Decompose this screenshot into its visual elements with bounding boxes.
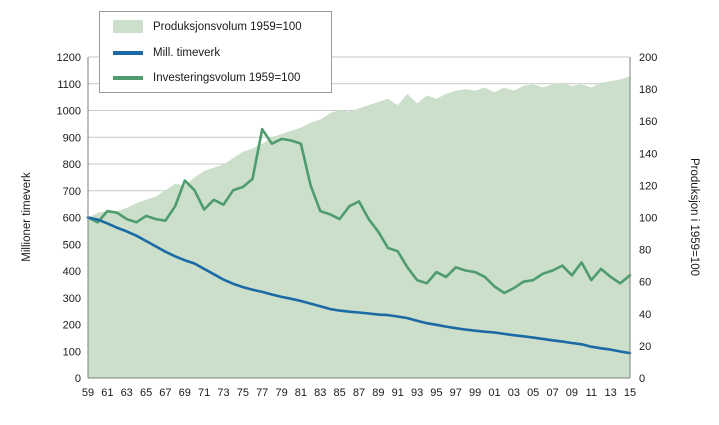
x-axis-tick-label: 59 — [82, 387, 94, 399]
x-axis-tick-label: 87 — [353, 387, 365, 399]
x-axis-tick-label: 77 — [256, 387, 268, 399]
right-axis-tick-label: 0 — [639, 373, 645, 385]
x-axis-tick-label: 91 — [392, 387, 404, 399]
legend-label-investeringsvolum: Investeringsvolum 1959=100 — [153, 72, 301, 84]
left-axis-tick-label: 1000 — [57, 106, 81, 118]
right-axis-tick-label: 20 — [639, 341, 651, 353]
line-series-investeringsvolum — [86, 127, 632, 295]
x-axis-tick-label: 13 — [604, 387, 616, 399]
x-axis-tick-label: 03 — [508, 387, 520, 399]
x-axis-tick-label: 89 — [372, 387, 384, 399]
x-axis-tick-label: 85 — [333, 387, 345, 399]
x-axis-tick-label: 99 — [469, 387, 481, 399]
x-axis-tick-label: 63 — [121, 387, 133, 399]
line-series-timeverk — [86, 216, 632, 355]
legend-item-timeverk: Mill. timeverk — [113, 47, 331, 59]
x-axis-tick-label: 73 — [217, 387, 229, 399]
blue-line-swatch-icon — [113, 50, 143, 55]
legend: Produksjonsvolum 1959=100 Mill. timeverk… — [99, 11, 332, 93]
right-axis-title: Produksjon i 1959=100 — [688, 158, 700, 276]
right-axis-tick-label: 40 — [639, 309, 651, 321]
left-axis-tick-label: 400 — [63, 266, 81, 278]
x-axis-tick-label: 83 — [314, 387, 326, 399]
left-axis-tick-label: 900 — [63, 132, 81, 144]
left-axis-tick-label: 700 — [63, 186, 81, 198]
right-axis-tick-label: 100 — [639, 213, 657, 225]
right-axis-tick-label: 60 — [639, 277, 651, 289]
x-axis-tick-label: 95 — [430, 387, 442, 399]
x-axis-tick-label: 15 — [624, 387, 636, 399]
right-axis-tick-label: 160 — [639, 116, 657, 128]
x-axis-tick-label: 11 — [586, 387, 597, 399]
legend-item-investeringsvolum: Investeringsvolum 1959=100 — [113, 72, 331, 84]
left-axis-tick-label: 500 — [63, 239, 81, 251]
x-axis-tick-label: 79 — [275, 387, 287, 399]
left-axis-tick-label: 600 — [63, 213, 81, 225]
green-line-swatch-icon — [113, 76, 143, 80]
x-axis-tick-label: 71 — [198, 387, 210, 399]
right-axis-tick-label: 180 — [639, 84, 657, 96]
x-axis-tick-label: 75 — [237, 387, 249, 399]
left-axis-tick-label: 800 — [63, 159, 81, 171]
x-axis-tick-label: 67 — [159, 387, 171, 399]
area-series-produksjonsvolum — [88, 76, 630, 379]
left-axis-tick-label: 100 — [63, 346, 81, 358]
legend-label-produksjonsvolum: Produksjonsvolum 1959=100 — [153, 20, 302, 33]
left-axis-tick-label: 1200 — [57, 52, 81, 64]
left-axis-tick-label: 1100 — [57, 79, 81, 91]
x-axis-tick-label: 65 — [140, 387, 152, 399]
x-axis-tick-label: 01 — [488, 387, 500, 399]
x-axis-tick-label: 69 — [179, 387, 191, 399]
right-axis-tick-label: 200 — [639, 52, 657, 64]
left-axis-tick-label: 300 — [63, 293, 81, 305]
legend-item-produksjonsvolum: Produksjonsvolum 1959=100 — [113, 20, 331, 33]
right-axis-tick-label: 120 — [639, 180, 657, 192]
x-axis-tick-label: 93 — [411, 387, 423, 399]
x-axis-tick-label: 61 — [101, 387, 113, 399]
x-axis-tick-label: 97 — [450, 387, 462, 399]
left-axis-tick-label: 200 — [63, 320, 81, 332]
right-axis-tick-label: 140 — [639, 148, 657, 160]
right-axis-tick-label: 80 — [639, 245, 651, 257]
left-axis-title: Millioner timeverk — [21, 172, 33, 262]
x-axis-tick-label: 07 — [546, 387, 558, 399]
area-swatch-icon — [113, 20, 143, 33]
x-axis-tick-label: 05 — [527, 387, 539, 399]
left-axis-tick-label: 0 — [75, 373, 81, 385]
x-axis-tick-label: 09 — [566, 387, 578, 399]
legend-label-timeverk: Mill. timeverk — [153, 46, 221, 59]
x-axis-tick-label: 81 — [295, 387, 307, 399]
